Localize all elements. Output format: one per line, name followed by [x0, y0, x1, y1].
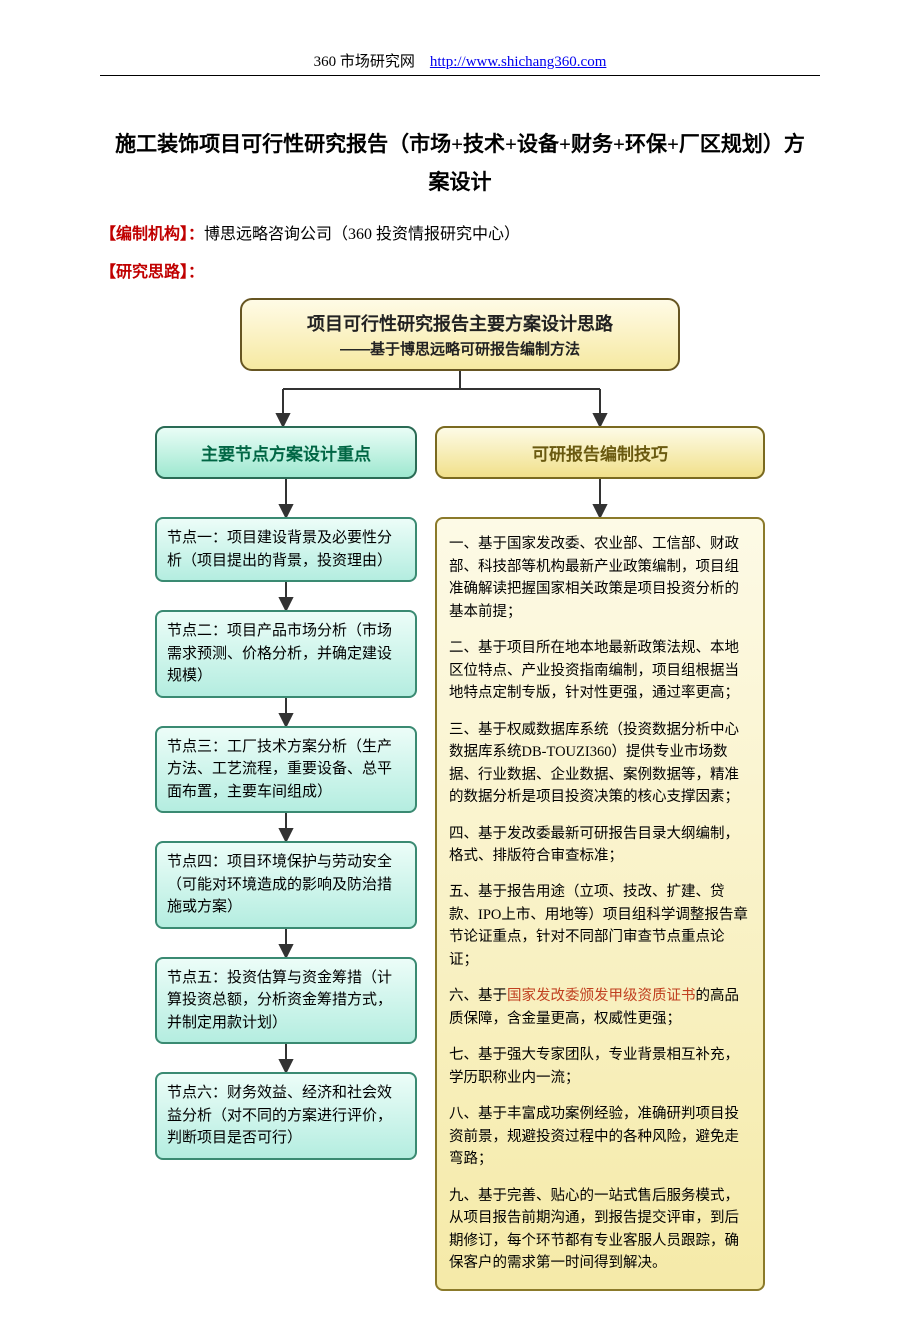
right-para-7: 七、基于强大专家团队，专业背景相互补充，学历职称业内一流；: [449, 1044, 751, 1089]
right-para-6: 六、基于国家发改委颁发甲级资质证书的高品质保障，含金量更高，权威性更强；: [449, 985, 751, 1030]
node-4: 节点四：项目环境保护与劳动安全（可能对环境造成的影响及防治措施或方案）: [155, 841, 417, 929]
node-3: 节点三：工厂技术方案分析（生产方法、工艺流程，重要设备、总平面布置，主要车间组成…: [155, 726, 417, 814]
arrow-icon: [155, 1044, 417, 1072]
highlight-text: 国家发改委颁发甲级资质证书: [507, 988, 696, 1004]
node-2: 节点二：项目产品市场分析（市场需求预测、价格分析，并确定建设规模）: [155, 610, 417, 698]
top-box-line1: 项目可行性研究报告主要方案设计思路: [250, 310, 670, 336]
arrow-icon: [155, 929, 417, 957]
flowchart: 项目可行性研究报告主要方案设计思路 ——基于博思远略可研报告编制方法 主要节点方…: [155, 298, 765, 1290]
left-column: 主要节点方案设计重点 节点一：项目建设背景及必要性分析（项目提出的背景，投资理由…: [155, 426, 417, 1160]
node-6: 节点六：财务效益、经济和社会效益分析（对不同的方案进行评价，判断项目是否可行）: [155, 1072, 417, 1160]
flowchart-top-box: 项目可行性研究报告主要方案设计思路 ——基于博思远略可研报告编制方法: [240, 298, 680, 371]
org-line: 【编制机构】：博思远略咨询公司（360 投资情报研究中心）: [100, 220, 820, 250]
document-title: 施工装饰项目可行性研究报告（市场+技术+设备+财务+环保+厂区规划）方案设计: [100, 126, 820, 202]
arrow-icon: [155, 479, 417, 517]
right-para-5: 五、基于报告用途（立项、技改、扩建、贷款、IPO上市、用地等）项目组科学调整报告…: [449, 881, 751, 971]
right-para-3: 三、基于权威数据库系统（投资数据分析中心数据库系统DB-TOUZI360）提供专…: [449, 719, 751, 809]
right-para-8: 八、基于丰富成功案例经验，准确研判项目投资前景，规避投资过程中的各种风险，避免走…: [449, 1103, 751, 1170]
page-header: 360 市场研究网 http://www.shichang360.com: [100, 50, 820, 71]
idea-line: 【研究思路】：: [100, 258, 820, 288]
right-para-4: 四、基于发改委最新可研报告目录大纲编制，格式、排版符合审查标准；: [449, 823, 751, 868]
fork-connector: [155, 371, 765, 426]
right-para-2: 二、基于项目所在地本地最新政策法规、本地区位特点、产业投资指南编制，项目组根据当…: [449, 637, 751, 704]
top-box-line2: ——基于博思远略可研报告编制方法: [250, 338, 670, 359]
right-para-1: 一、基于国家发改委、农业部、工信部、财政部、科技部等机构最新产业政策编制，项目组…: [449, 533, 751, 623]
right-body: 一、基于国家发改委、农业部、工信部、财政部、科技部等机构最新产业政策编制，项目组…: [435, 517, 765, 1290]
org-label: 【编制机构】：: [100, 226, 204, 243]
site-link[interactable]: http://www.shichang360.com: [430, 54, 607, 70]
arrow-icon: [155, 813, 417, 841]
org-value: 博思远略咨询公司（360 投资情报研究中心）: [204, 226, 520, 243]
arrow-icon: [155, 582, 417, 610]
header-rule: [100, 75, 820, 76]
right-column: 可研报告编制技巧 一、基于国家发改委、农业部、工信部、财政部、科技部等机构最新产…: [435, 426, 765, 1290]
node-5: 节点五：投资估算与资金筹措（计算投资总额，分析资金筹措方式，并制定用款计划）: [155, 957, 417, 1045]
right-column-head: 可研报告编制技巧: [435, 426, 765, 479]
site-name: 360 市场研究网: [314, 54, 415, 70]
node-1: 节点一：项目建设背景及必要性分析（项目提出的背景，投资理由）: [155, 517, 417, 582]
left-column-head: 主要节点方案设计重点: [155, 426, 417, 479]
right-para-9: 九、基于完善、贴心的一站式售后服务模式，从项目报告前期沟通，到报告提交评审，到后…: [449, 1185, 751, 1275]
arrow-icon: [155, 698, 417, 726]
arrow-icon: [435, 479, 765, 517]
idea-label: 【研究思路】：: [100, 264, 204, 281]
